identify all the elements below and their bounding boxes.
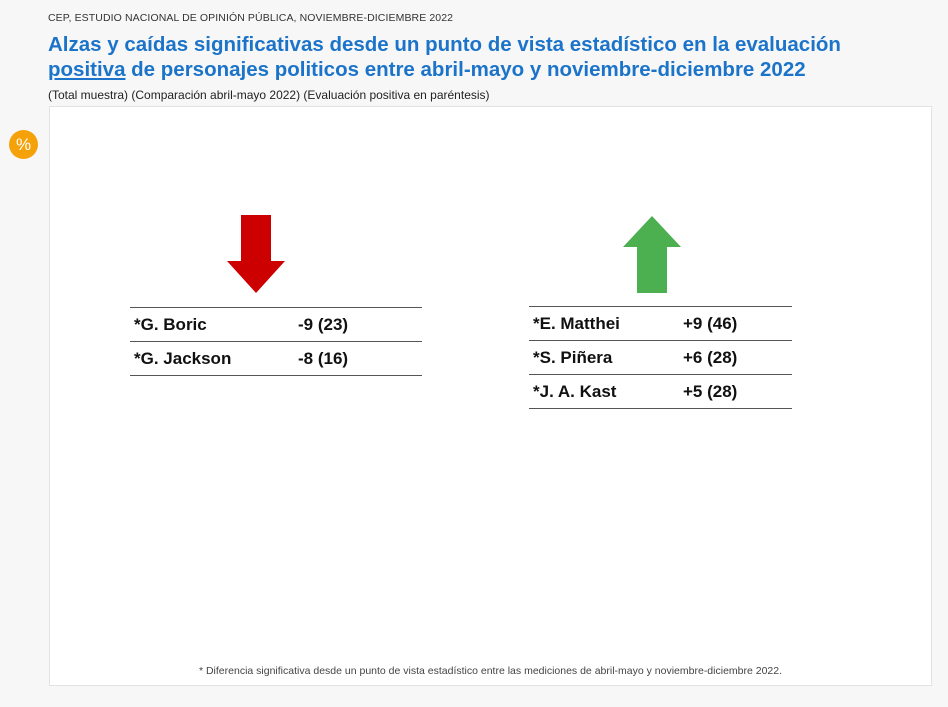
- up-arrow-shape: [623, 216, 681, 293]
- change-value: -9 (23): [298, 315, 349, 334]
- title-line-2: de personajes politicos entre abril-mayo…: [125, 58, 806, 81]
- change-value: +5 (28): [683, 382, 738, 401]
- down-arrow-shape: [227, 215, 285, 293]
- person-name: *J. A. Kast: [533, 382, 617, 401]
- person-name: *G. Jackson: [134, 349, 232, 368]
- person-name: *G. Boric: [134, 315, 207, 334]
- table-row: *G. Boric -9 (23): [130, 307, 422, 342]
- change-value: -8 (16): [298, 349, 349, 368]
- table-row: *J. A. Kast +5 (28): [529, 375, 792, 409]
- table-row: *S. Piñera +6 (28): [529, 341, 792, 375]
- increases-table: *E. Matthei +9 (46) *S. Piñera +6 (28) *…: [529, 306, 792, 409]
- change-value: +9 (46): [683, 314, 738, 333]
- title-line-1: Alzas y caídas significativas desde un p…: [48, 33, 841, 56]
- up-arrow-icon: [623, 216, 681, 293]
- footnote: * Diferencia significativa desde un punt…: [198, 665, 783, 677]
- content-panel: *G. Boric -9 (23) *G. Jackson -8 (16) *E…: [49, 106, 932, 686]
- person-name: *S. Piñera: [533, 348, 613, 367]
- source-label: CEP, ESTUDIO NACIONAL DE OPINIÓN PÚBLICA…: [48, 12, 454, 24]
- title-highlight: positiva: [48, 58, 126, 81]
- table-row: *G. Jackson -8 (16): [130, 342, 422, 376]
- page-subtitle: (Total muestra) (Comparación abril-mayo …: [48, 88, 490, 102]
- percent-badge-icon: %: [9, 130, 38, 159]
- down-arrow-icon: [227, 215, 285, 293]
- page-title: Alzas y caídas significativas desde un p…: [48, 32, 928, 82]
- decreases-table: *G. Boric -9 (23) *G. Jackson -8 (16): [130, 307, 422, 376]
- person-name: *E. Matthei: [533, 314, 620, 333]
- table-row: *E. Matthei +9 (46): [529, 306, 792, 341]
- change-value: +6 (28): [683, 348, 738, 367]
